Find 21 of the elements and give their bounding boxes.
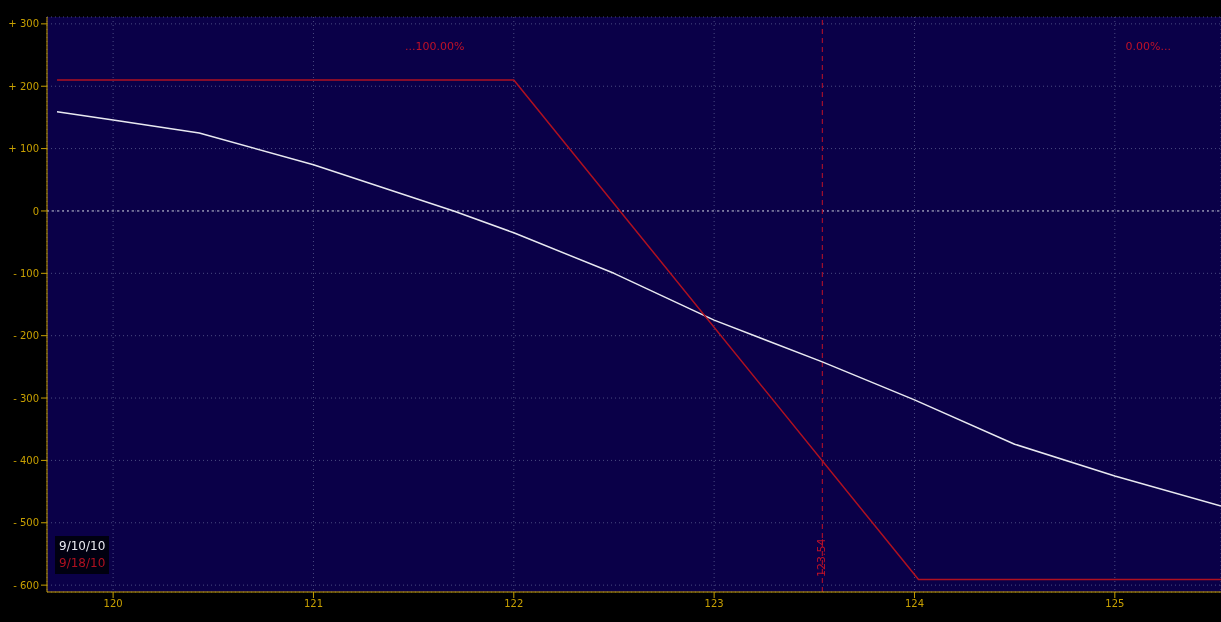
x-tick-label: 120 bbox=[103, 598, 123, 610]
y-tick-label: - 600 bbox=[13, 579, 39, 591]
y-tick-label: - 200 bbox=[13, 330, 39, 342]
ref-line-label: 123.54 bbox=[815, 538, 829, 577]
annotation: 0.00%... bbox=[1125, 40, 1171, 53]
annotation: ...100.00% bbox=[405, 40, 465, 53]
x-tick-label: 123 bbox=[704, 598, 724, 610]
y-tick-label: + 300 bbox=[8, 18, 39, 30]
x-tick-label: 122 bbox=[504, 598, 524, 610]
y-tick-label: - 300 bbox=[13, 392, 39, 404]
line-series bbox=[56, 111, 1221, 507]
y-tick-label: - 400 bbox=[13, 454, 39, 466]
x-tick-label: 125 bbox=[1105, 598, 1125, 610]
legend-box: 9/10/10 9/18/10 bbox=[55, 536, 110, 574]
y-tick-label: - 500 bbox=[13, 517, 39, 529]
y-tick-label: 0 bbox=[32, 205, 39, 217]
y-tick-label: + 200 bbox=[8, 80, 39, 92]
y-tick-label: - 100 bbox=[13, 267, 39, 279]
y-tick-label: + 100 bbox=[8, 143, 39, 155]
x-tick-label: 121 bbox=[303, 598, 323, 610]
x-tick-label: 124 bbox=[904, 598, 925, 610]
